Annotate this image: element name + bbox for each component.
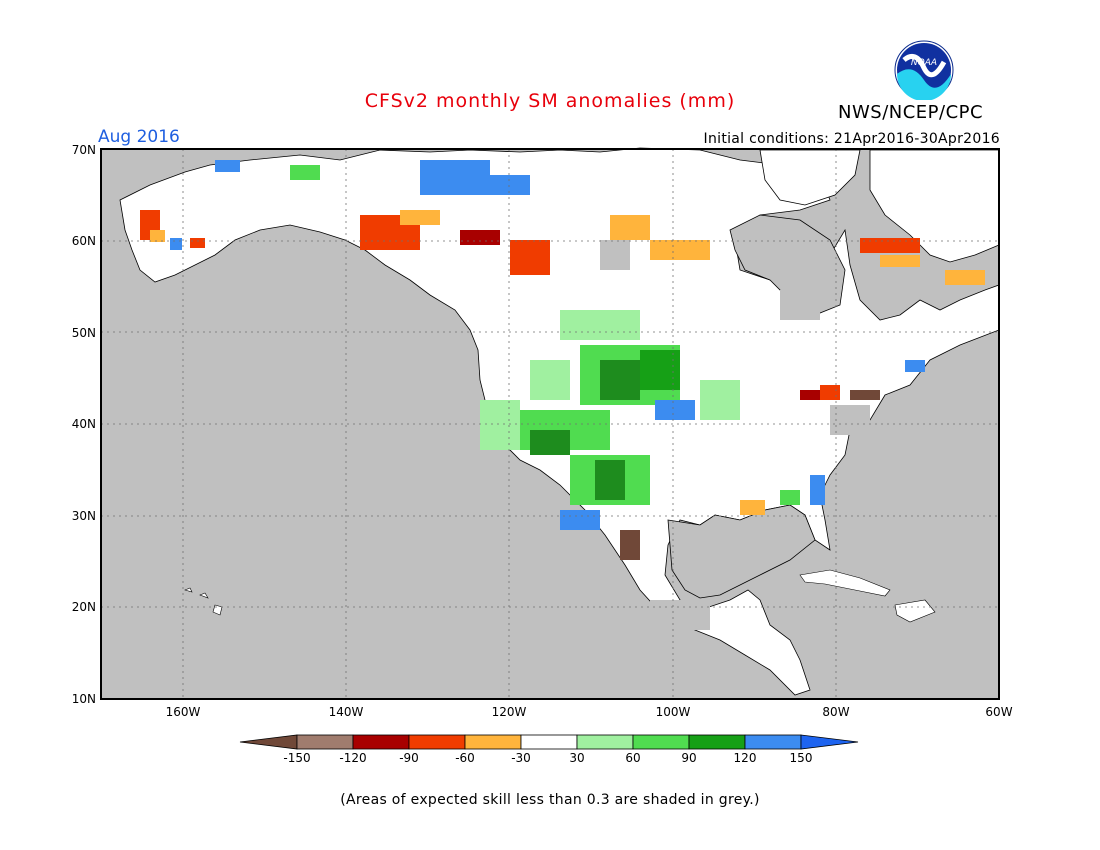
target-month: Aug 2016 bbox=[98, 127, 180, 147]
lat-label-30n: 30N bbox=[71, 509, 96, 523]
colorbar bbox=[239, 734, 859, 750]
cuba-land bbox=[799, 569, 891, 597]
map-frame bbox=[100, 148, 1000, 700]
initial-conditions: Initial conditions: 21Apr2016-30Apr2016 bbox=[703, 131, 1000, 147]
grid-lines bbox=[101, 149, 999, 699]
colorbar-label: 120 bbox=[733, 751, 757, 765]
lat-label-60n: 60N bbox=[71, 234, 96, 248]
colorbar-box-3 bbox=[408, 734, 466, 750]
lat-label-70n: 70N bbox=[71, 143, 96, 157]
lon-label-80w: 80W bbox=[822, 705, 850, 719]
skill-footnote: (Areas of expected skill less than 0.3 a… bbox=[340, 792, 760, 808]
colorbar-label: -30 bbox=[511, 751, 531, 765]
lon-label-120w: 120W bbox=[491, 705, 527, 719]
colorbar-label: -90 bbox=[399, 751, 419, 765]
colorbar-low-triangle bbox=[239, 734, 298, 750]
chart-title: CFSv2 monthly SM anomalies (mm) bbox=[364, 90, 736, 112]
colorbar-box-9 bbox=[744, 734, 802, 750]
colorbar-label: 60 bbox=[625, 751, 641, 765]
lon-label-60w: 60W bbox=[985, 705, 1013, 719]
lat-label-50n: 50N bbox=[71, 326, 96, 340]
colorbar-box-8 bbox=[688, 734, 746, 750]
hispaniola-land bbox=[894, 599, 936, 623]
baffin-island-land bbox=[759, 149, 861, 206]
agency-label: NWS/NCEP/CPC bbox=[838, 102, 984, 123]
colorbar-box-6 bbox=[576, 734, 634, 750]
colorbar-box-7 bbox=[632, 734, 690, 750]
colorbar-label: 90 bbox=[681, 751, 697, 765]
colorbar-label: 30 bbox=[569, 751, 585, 765]
colorbar-label: -60 bbox=[455, 751, 475, 765]
noaa-logo-text: NOAA bbox=[911, 58, 937, 68]
colorbar-box-4 bbox=[464, 734, 522, 750]
colorbar-label: 150 bbox=[789, 751, 813, 765]
colorbar-high-triangle bbox=[800, 734, 859, 750]
lon-label-140w: 140W bbox=[328, 705, 364, 719]
lat-label-10n: 10N bbox=[71, 692, 96, 706]
hawaii-land bbox=[184, 587, 223, 616]
colorbar-label: -150 bbox=[283, 751, 311, 765]
colorbar-box-2 bbox=[352, 734, 410, 750]
lat-label-20n: 20N bbox=[71, 600, 96, 614]
colorbar-box-5 bbox=[520, 734, 578, 750]
lon-label-160w: 160W bbox=[165, 705, 201, 719]
colorbar-box-1 bbox=[296, 734, 354, 750]
gulf-of-mexico bbox=[667, 504, 816, 599]
noaa-logo: NOAA bbox=[894, 40, 954, 104]
lat-label-40n: 40N bbox=[71, 417, 96, 431]
colorbar-label: -120 bbox=[339, 751, 367, 765]
anomaly-cells bbox=[140, 160, 985, 630]
lon-label-100w: 100W bbox=[655, 705, 691, 719]
